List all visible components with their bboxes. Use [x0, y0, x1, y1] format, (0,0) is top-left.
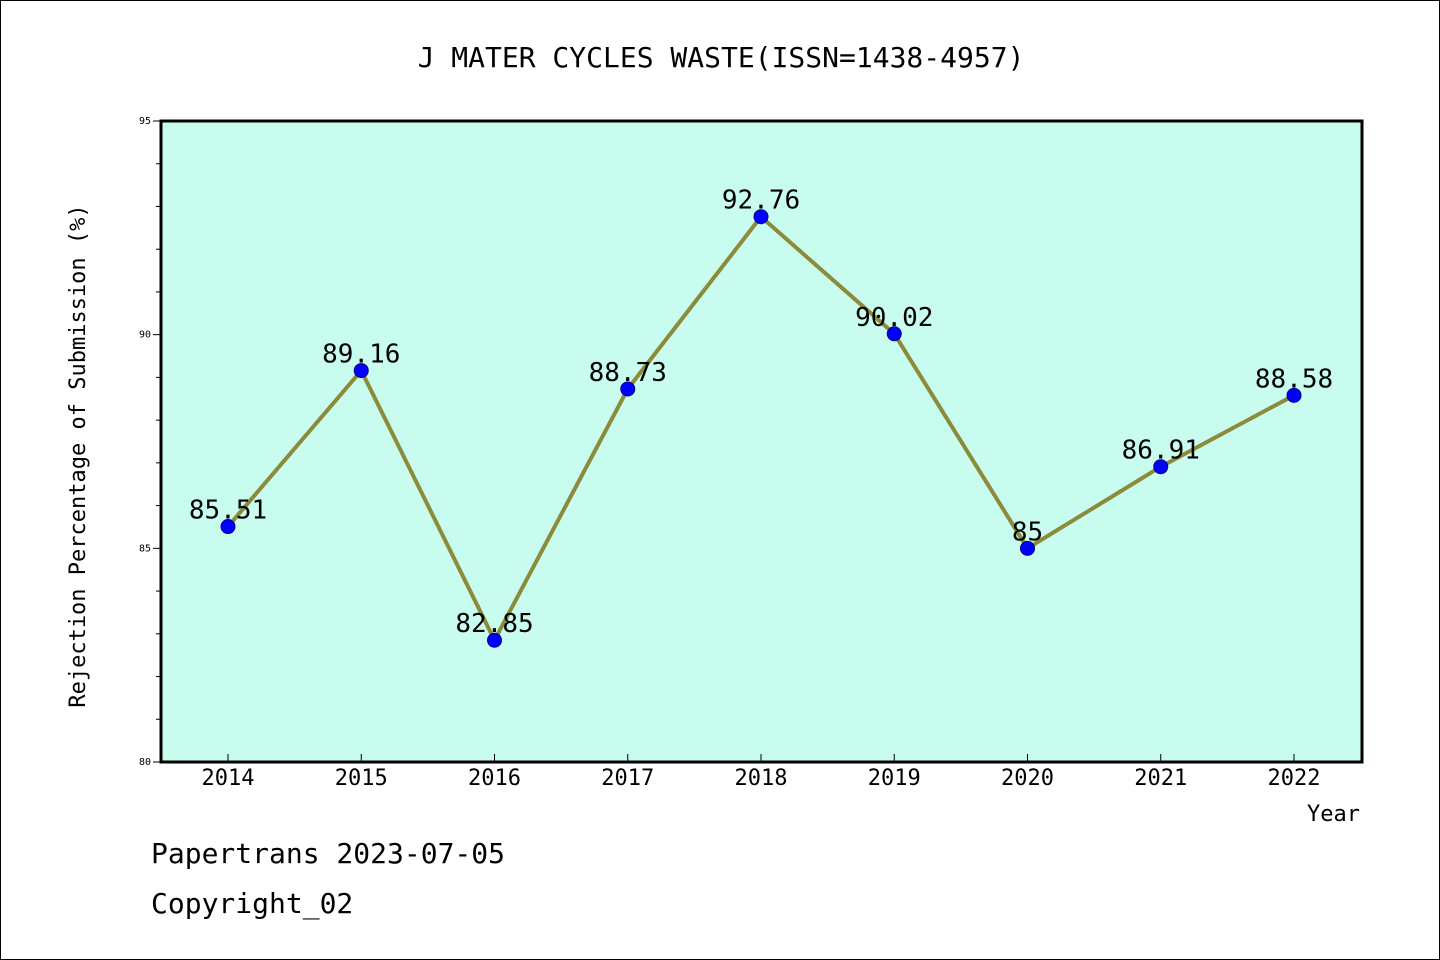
data-label: 88.58: [1255, 364, 1333, 394]
footer-copyright: Copyright_02: [151, 887, 354, 920]
data-markers: [220, 209, 1302, 648]
data-label: 85: [1012, 517, 1043, 547]
x-tick-label: 2020: [1001, 766, 1054, 791]
data-label: 90.02: [855, 303, 933, 333]
data-point: [1153, 459, 1169, 475]
y-tick-label: 85: [139, 543, 151, 554]
data-label: 85.51: [189, 496, 267, 526]
x-axis-ticks: 2014 2015 2016 2017 2018 2019 2020 2021 2022: [202, 754, 1321, 791]
data-point: [220, 519, 236, 535]
y-axis-ticks: 80 85 90 95: [139, 116, 161, 768]
data-label: 82.85: [455, 609, 533, 639]
data-point: [353, 363, 369, 379]
y-tick-label: 90: [139, 330, 151, 341]
data-point: [1020, 540, 1035, 556]
footer-source-date: Papertrans 2023-07-05: [151, 837, 506, 870]
x-tick-label: 2016: [468, 766, 521, 791]
y-tick-label: 95: [139, 116, 151, 127]
data-point: [886, 326, 902, 342]
x-tick-label: 2019: [868, 766, 921, 791]
chart-title: J MATER CYCLES WASTE(ISSN=1438-4957): [418, 41, 1025, 74]
data-label: 86.91: [1122, 436, 1200, 466]
data-label: 88.73: [589, 358, 667, 388]
x-tick-label: 2014: [202, 766, 255, 791]
data-label: 92.76: [722, 186, 800, 216]
x-tick-label: 2022: [1268, 766, 1321, 791]
plot-area: [159, 119, 1364, 764]
data-point: [487, 632, 502, 648]
x-tick-label: 2018: [735, 766, 788, 791]
y-axis-label: Rejection Percentage of Submission (%): [66, 204, 91, 707]
data-point: [1286, 387, 1302, 403]
data-label: 89.16: [322, 340, 400, 370]
x-tick-label: 2015: [335, 766, 388, 791]
y-tick-label: 80: [139, 757, 151, 768]
data-point: [620, 381, 636, 397]
data-point: [753, 209, 769, 225]
x-tick-label: 2017: [601, 766, 654, 791]
x-tick-label: 2021: [1134, 766, 1187, 791]
data-labels: 85.51 89.16 82.85 88.73 92.76 90.02 85 86.91 88.…: [189, 186, 1333, 639]
x-axis-label: Year: [1307, 802, 1360, 827]
